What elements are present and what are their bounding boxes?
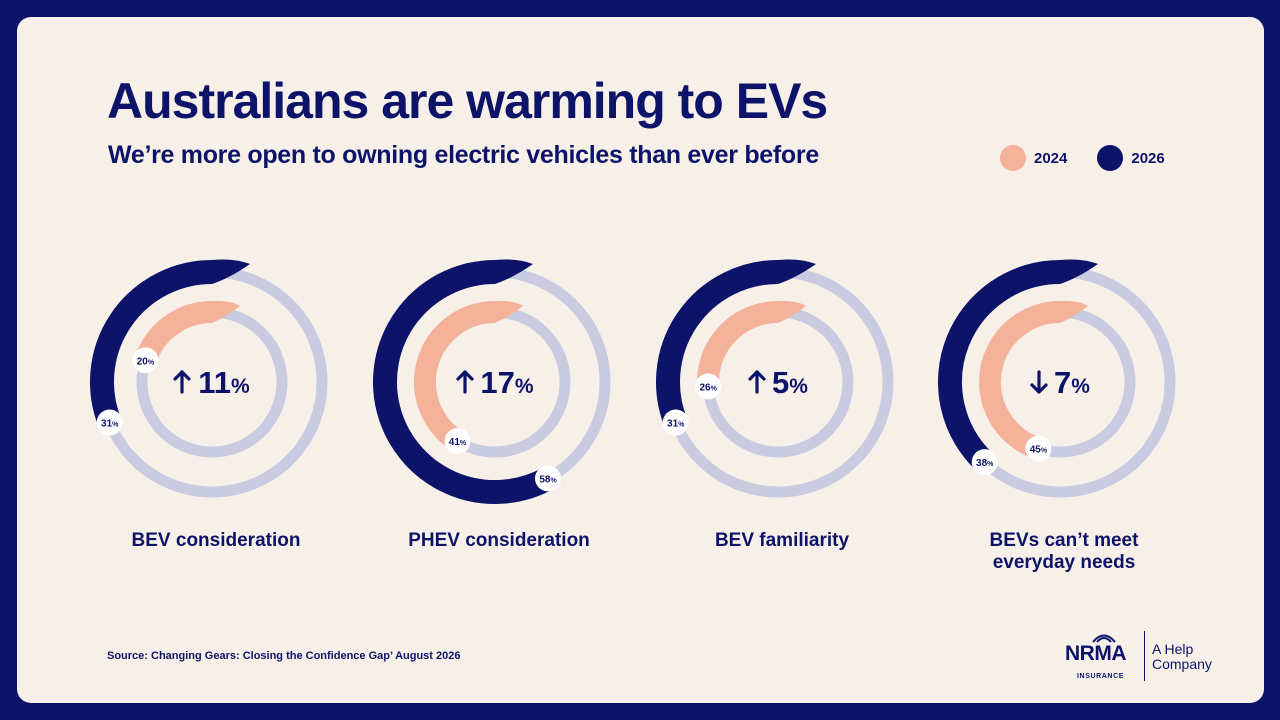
data-label-2026-1: 58%	[539, 474, 557, 485]
legend-swatch-2026	[1097, 145, 1124, 171]
bar-2024-cap-1	[495, 300, 523, 323]
brand-name: NRMA	[1065, 642, 1127, 665]
legend-label-2024: 2024	[1034, 149, 1068, 167]
category-label-2: BEV familiarity	[714, 530, 850, 551]
brand-divider	[1144, 631, 1145, 681]
data-label-2024-1: 41%	[449, 437, 467, 448]
bar-2024-3	[979, 301, 1061, 460]
legend-swatch-2024	[1000, 145, 1026, 171]
data-badge-bg-2026-0	[96, 409, 123, 436]
bar-2024-2	[697, 301, 779, 388]
data-label-2024-3: 45%	[1030, 445, 1048, 456]
brand-tagline-line-2: Company	[1152, 656, 1212, 672]
page-subtitle: We’re more open to owning electric vehic…	[108, 141, 819, 169]
category-label-3: BEVs can’t meet everyday needs	[989, 530, 1139, 573]
brand-logo: NRMA INSURANCE A Help Company	[1065, 631, 1225, 683]
crest-icon	[1092, 634, 1116, 643]
bar-2024-1	[414, 301, 496, 451]
change-label-2: 5%	[772, 365, 808, 400]
data-badge-bg-2026-3	[971, 449, 998, 476]
brand-tagline: A Help Company	[1152, 642, 1212, 672]
bar-2024-cap-3	[1060, 300, 1088, 323]
data-label-2026-2: 31%	[667, 418, 685, 429]
change-label-3: 7%	[1054, 365, 1090, 400]
infographic-card	[17, 17, 1264, 703]
bar-2026-cap-1	[495, 259, 533, 284]
brand-sub: INSURANCE	[1077, 673, 1125, 680]
bar-2026-1	[373, 260, 554, 504]
data-badge-bg-2024-2	[695, 373, 722, 400]
data-badge-bg-2024-0	[132, 347, 159, 374]
bar-2026-cap-2	[778, 259, 816, 284]
arrow-up-icon-2	[748, 370, 766, 394]
change-label-1: 17%	[480, 365, 533, 400]
data-label-2024-0: 20%	[137, 356, 155, 367]
data-label-2026-0: 31%	[101, 418, 119, 429]
brand-tagline-line-1: A Help	[1152, 641, 1194, 657]
bar-2026-2	[656, 260, 779, 427]
bar-2024-cap-2	[778, 300, 806, 323]
source-note: Source: Changing Gears: Closing the Conf…	[107, 650, 461, 662]
change-label-0: 11%	[198, 365, 250, 400]
category-label-1: PHEV consideration	[408, 530, 590, 551]
data-badge-bg-2026-1	[534, 465, 561, 492]
bar-2026-3	[938, 260, 1061, 471]
data-label-2024-2: 26%	[699, 382, 717, 393]
data-badge-bg-2024-1	[444, 428, 471, 455]
bar-2026-cap-0	[212, 259, 250, 284]
legend-item-2024: 2024	[1000, 145, 1067, 171]
bar-2026-cap-3	[1060, 259, 1098, 284]
arrow-down-icon-3	[1030, 370, 1048, 394]
category-label-0: BEV consideration	[131, 530, 301, 551]
bar-2026-0	[90, 260, 213, 427]
data-badge-bg-2026-2	[662, 409, 689, 436]
data-label-2026-3: 38%	[976, 458, 994, 469]
chart-legend: 2024 2026	[1000, 145, 1195, 171]
page-title: Australians are warming to EVs	[107, 73, 828, 129]
legend-label-2026: 2026	[1131, 149, 1165, 167]
data-badge-bg-2024-3	[1025, 435, 1052, 462]
legend-item-2026: 2026	[1097, 145, 1165, 171]
bar-2024-cap-0	[212, 300, 240, 323]
arrow-up-icon-0	[173, 370, 191, 394]
arrow-up-icon-1	[456, 370, 474, 394]
